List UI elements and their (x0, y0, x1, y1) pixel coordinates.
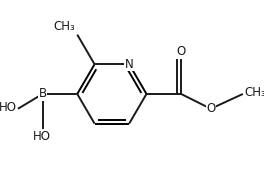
Text: O: O (206, 102, 215, 115)
Text: HO: HO (0, 101, 17, 114)
Text: O: O (176, 45, 186, 58)
Text: B: B (39, 87, 47, 100)
Text: CH₃: CH₃ (244, 86, 264, 99)
Text: CH₃: CH₃ (53, 20, 75, 33)
Text: N: N (125, 58, 134, 71)
Text: HO: HO (32, 130, 50, 143)
